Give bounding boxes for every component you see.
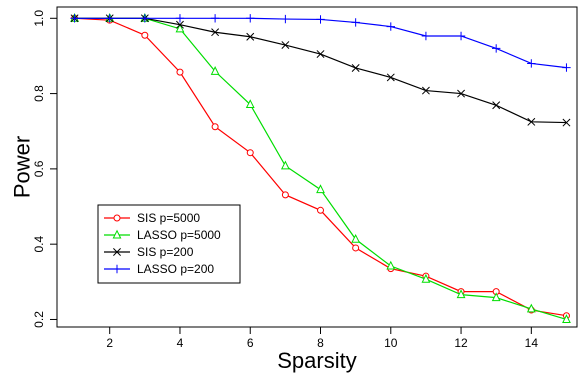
x-tick-label: 4 bbox=[177, 336, 184, 350]
data-point bbox=[386, 22, 395, 31]
data-point bbox=[352, 244, 360, 252]
x-tick-label: 12 bbox=[454, 336, 468, 350]
data-point bbox=[386, 260, 396, 270]
data-point bbox=[175, 14, 185, 23]
data-point bbox=[527, 117, 536, 126]
data-point bbox=[141, 31, 149, 39]
legend-item: SIS p=200 bbox=[104, 245, 194, 259]
data-point bbox=[281, 14, 290, 24]
series-layer bbox=[70, 12, 571, 323]
legend-item: LASSO p=5000 bbox=[104, 228, 221, 242]
y-tick-label: 0.4 bbox=[32, 236, 46, 253]
data-point bbox=[562, 118, 571, 127]
data-point bbox=[491, 292, 501, 302]
legend-label: LASSO p=5000 bbox=[137, 228, 221, 242]
y-tick-label: 1.0 bbox=[32, 10, 46, 27]
data-point bbox=[246, 149, 254, 157]
data-point bbox=[176, 68, 184, 76]
data-point bbox=[210, 66, 220, 75]
series-line bbox=[74, 17, 567, 69]
data-point bbox=[211, 28, 220, 37]
data-point bbox=[105, 14, 114, 23]
legend-label: LASSO p=200 bbox=[137, 262, 214, 276]
data-point bbox=[421, 273, 431, 283]
data-point bbox=[140, 14, 150, 23]
y-tick-label: 0.2 bbox=[32, 311, 46, 328]
data-point bbox=[421, 86, 430, 95]
x-axis-title: Sparsity bbox=[277, 348, 356, 373]
data-point bbox=[457, 89, 466, 98]
data-point bbox=[281, 41, 290, 49]
data-point bbox=[280, 160, 290, 170]
data-point bbox=[456, 31, 466, 41]
data-point bbox=[421, 31, 431, 41]
data-point bbox=[527, 59, 536, 68]
x-tick-label: 10 bbox=[384, 336, 398, 350]
legend-item: SIS p=5000 bbox=[104, 211, 200, 225]
series-line bbox=[74, 17, 567, 124]
y-axis-title: Power bbox=[10, 136, 35, 198]
legend-marker bbox=[112, 264, 122, 274]
data-point bbox=[317, 206, 325, 214]
data-point bbox=[176, 20, 184, 29]
data-point bbox=[246, 14, 255, 23]
legend-label: SIS p=5000 bbox=[137, 211, 200, 225]
x-tick-label: 14 bbox=[525, 336, 539, 350]
data-point bbox=[210, 14, 220, 23]
y-axis: 0.2 0.4 0.6 0.8 1.0 bbox=[32, 10, 57, 328]
data-point bbox=[562, 63, 571, 72]
series-3 bbox=[70, 14, 571, 72]
data-point bbox=[316, 184, 325, 194]
legend-marker bbox=[112, 229, 122, 239]
x-tick-label: 2 bbox=[106, 336, 113, 350]
x-tick-label: 8 bbox=[317, 336, 324, 350]
x-axis: 2 4 6 8 10 12 14 bbox=[106, 327, 538, 350]
data-point bbox=[526, 303, 536, 313]
legend-label: SIS p=200 bbox=[137, 245, 194, 259]
series-2 bbox=[70, 14, 571, 127]
legend: SIS p=5000 LASSO p=5000 SIS p=200 LASSO p=2… bbox=[97, 204, 241, 284]
data-point bbox=[351, 18, 360, 27]
data-point bbox=[456, 289, 466, 299]
data-point bbox=[211, 123, 219, 131]
data-point bbox=[281, 191, 289, 199]
data-point bbox=[316, 50, 325, 59]
data-point bbox=[562, 314, 571, 323]
data-point bbox=[351, 233, 361, 243]
legend-item: LASSO p=200 bbox=[104, 262, 214, 276]
data-point bbox=[175, 23, 185, 33]
data-point bbox=[246, 32, 255, 41]
data-point bbox=[351, 64, 360, 72]
legend-marker bbox=[113, 214, 121, 222]
data-point bbox=[70, 14, 79, 23]
y-tick-label: 0.6 bbox=[32, 160, 46, 177]
data-point bbox=[491, 44, 501, 53]
x-tick-label: 6 bbox=[247, 336, 254, 350]
data-point bbox=[386, 73, 395, 82]
plot-area bbox=[56, 6, 578, 328]
data-point bbox=[245, 99, 255, 109]
y-tick-label: 0.8 bbox=[32, 85, 46, 102]
legend-marker bbox=[113, 248, 121, 256]
data-point bbox=[316, 15, 325, 24]
series-1 bbox=[70, 12, 571, 323]
data-point bbox=[492, 101, 501, 110]
plot-frame bbox=[56, 6, 578, 328]
